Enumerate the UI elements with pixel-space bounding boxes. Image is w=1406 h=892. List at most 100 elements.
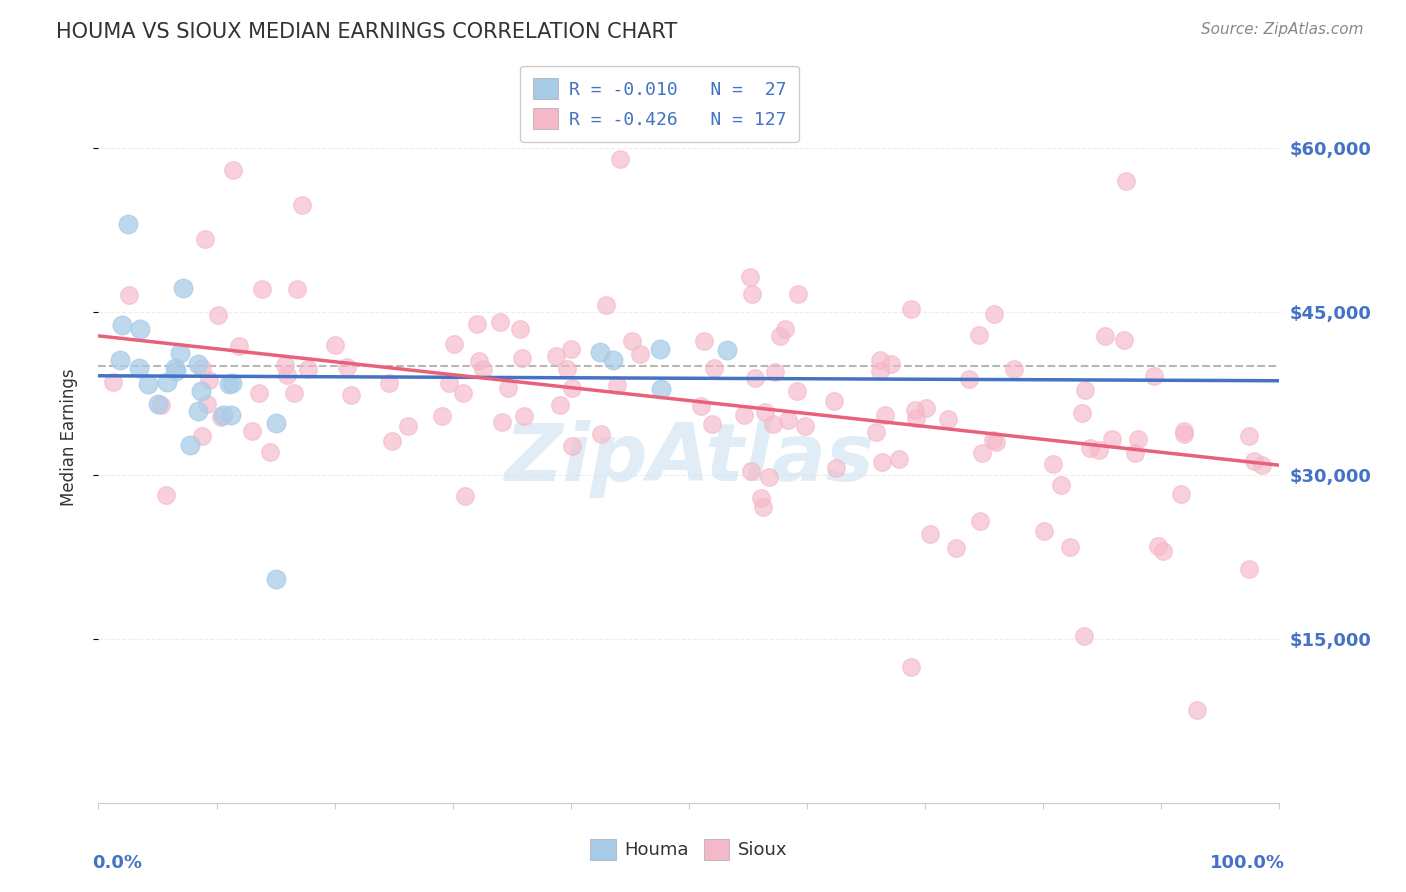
Point	[648, 343, 671, 357]
Point	[396, 418, 419, 433]
Point	[920, 527, 942, 541]
Point	[945, 541, 967, 555]
Point	[762, 417, 785, 432]
Point	[1243, 454, 1265, 468]
Point	[825, 460, 848, 475]
Point	[1147, 539, 1170, 553]
Point	[752, 500, 775, 515]
Point	[967, 328, 990, 343]
Point	[513, 409, 536, 423]
Point	[769, 329, 792, 343]
Point	[869, 364, 891, 378]
Point	[259, 444, 281, 458]
Point	[749, 491, 772, 505]
Point	[1152, 544, 1174, 558]
Point	[880, 357, 903, 371]
Point	[219, 408, 242, 422]
Point	[1070, 406, 1092, 420]
Point	[1126, 432, 1149, 446]
Point	[339, 388, 361, 402]
Point	[489, 315, 512, 329]
Point	[957, 372, 980, 386]
Point	[754, 405, 776, 419]
Point	[873, 409, 896, 423]
Point	[381, 434, 404, 449]
Point	[595, 297, 617, 311]
Point	[1050, 477, 1073, 491]
Point	[510, 351, 533, 365]
Point	[609, 152, 631, 166]
Point	[108, 352, 131, 367]
Point	[555, 362, 578, 376]
Point	[602, 353, 624, 368]
Point	[103, 376, 125, 390]
Point	[111, 318, 134, 332]
Point	[221, 376, 243, 390]
Point	[1112, 334, 1135, 348]
Point	[1002, 361, 1025, 376]
Legend: Houma, Sioux: Houma, Sioux	[583, 831, 794, 867]
Point	[443, 336, 465, 351]
Point	[1237, 562, 1260, 576]
Point	[430, 409, 453, 423]
Point	[276, 368, 298, 383]
Point	[1078, 441, 1101, 455]
Point	[264, 416, 287, 430]
Point	[491, 415, 513, 429]
Point	[451, 386, 474, 401]
Point	[1074, 383, 1097, 397]
Point	[247, 386, 270, 401]
Point	[1073, 629, 1095, 643]
Point	[169, 346, 191, 360]
Point	[228, 338, 250, 352]
Point	[738, 270, 761, 285]
Point	[187, 357, 209, 371]
Point	[197, 373, 219, 387]
Point	[274, 359, 297, 373]
Point	[264, 572, 287, 586]
Text: Source: ZipAtlas.com: Source: ZipAtlas.com	[1201, 22, 1364, 37]
Point	[690, 399, 713, 413]
Point	[740, 464, 762, 478]
Point	[336, 360, 359, 375]
Point	[165, 360, 187, 375]
Point	[900, 660, 922, 674]
Point	[1251, 458, 1274, 472]
Point	[650, 382, 672, 396]
Point	[165, 364, 187, 378]
Point	[905, 411, 928, 425]
Point	[1170, 487, 1192, 501]
Point	[561, 439, 583, 453]
Point	[773, 322, 796, 336]
Point	[155, 488, 177, 502]
Point	[620, 334, 643, 348]
Point	[156, 375, 179, 389]
Point	[207, 308, 229, 322]
Point	[700, 417, 723, 431]
Point	[1088, 442, 1111, 457]
Point	[693, 334, 716, 349]
Point	[733, 409, 755, 423]
Point	[454, 489, 477, 503]
Point	[887, 452, 910, 467]
Point	[117, 217, 139, 231]
Point	[240, 425, 263, 439]
Point	[146, 397, 169, 411]
Point	[984, 435, 1007, 450]
Point	[172, 281, 194, 295]
Point	[900, 301, 922, 316]
Point	[496, 381, 519, 395]
Point	[972, 446, 994, 460]
Point	[865, 425, 887, 439]
Point	[190, 384, 212, 398]
Point	[591, 426, 613, 441]
Point	[628, 347, 651, 361]
Point	[212, 408, 235, 422]
Point	[191, 429, 214, 443]
Point	[250, 283, 273, 297]
Point	[128, 361, 150, 376]
Point	[1042, 457, 1064, 471]
Point	[191, 361, 214, 376]
Point	[1101, 432, 1123, 446]
Point	[983, 307, 1005, 321]
